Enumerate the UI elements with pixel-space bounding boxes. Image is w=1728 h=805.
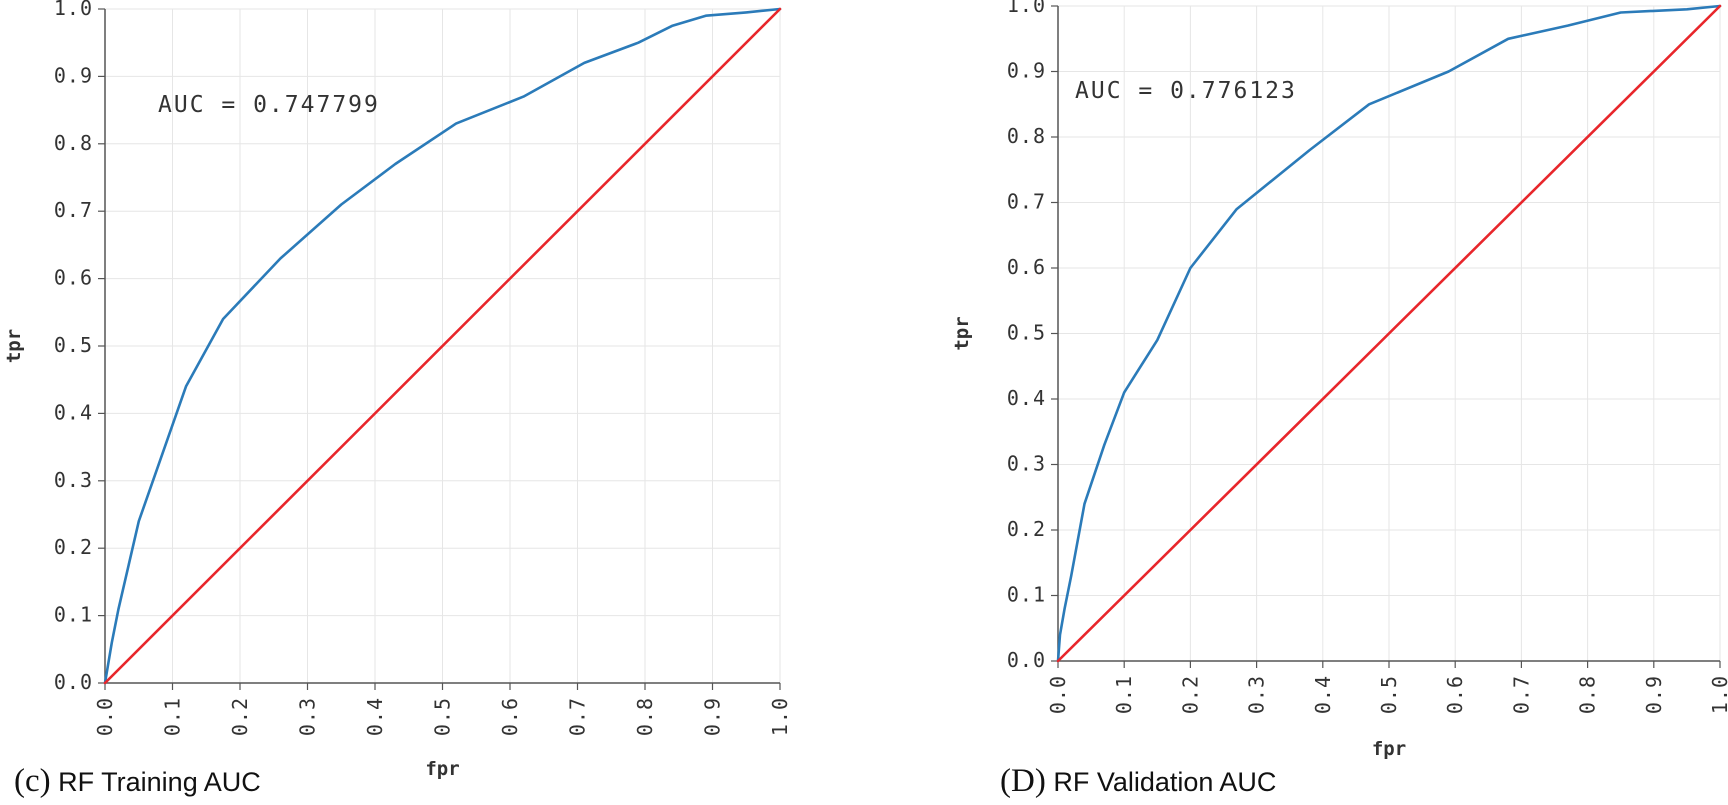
training-auc-annotation: AUC = 0.747799 (158, 92, 380, 118)
training-y-tick-label: 0.2 (54, 535, 93, 559)
training-y-tick-label: 1.0 (54, 0, 93, 20)
training-y-tick-label: 0.6 (54, 266, 93, 290)
validation-y-tick-label: 0.1 (1007, 583, 1046, 607)
validation-y-tick-label: 0.7 (1007, 190, 1046, 214)
validation-x-tick-label: 0.8 (1576, 675, 1600, 714)
validation-auc-annotation: AUC = 0.776123 (1075, 78, 1297, 104)
validation-roc-curve (1056, 4, 1722, 663)
training-y-tick-label: 0.4 (54, 400, 93, 424)
validation-x-tick-label: 0.7 (1509, 675, 1533, 714)
validation-x-tick-label: 0.4 (1311, 675, 1335, 714)
training-y-tick-label: 0.5 (54, 333, 93, 357)
training-x-tick-label: 0.8 (633, 697, 657, 736)
training-x-tick-label: 0.0 (93, 697, 117, 736)
training-y-tick-label: 0.8 (54, 131, 93, 155)
training-x-tick-label: 1.0 (768, 697, 792, 736)
validation-y-tick-label: 0.6 (1007, 255, 1046, 279)
chart-panel-validation: 0.0 0.1 0.2 0.3 0.4 0.5 0.6 0.7 0.8 0.9 1.0 0.0 0.1 0… (951, 0, 1728, 760)
training-x-tick-label: 0.7 (566, 697, 590, 736)
validation-y-axis-label: tpr (951, 316, 973, 350)
training-x-tick-label: 0.1 (161, 697, 185, 736)
validation-y-tick-label: 0.9 (1007, 59, 1046, 83)
training-roc-curve (103, 7, 782, 685)
validation-x-tick-label: 0.0 (1046, 675, 1070, 714)
validation-y-tick-label: 1.0 (1007, 0, 1046, 17)
validation-diagonal-reference-line (1056, 4, 1722, 663)
caption-training-text: RF Training AUC (58, 767, 261, 797)
training-x-axis-label: fpr (425, 758, 459, 780)
validation-x-tick-label: 0.6 (1443, 675, 1467, 714)
validation-x-tick-label: 0.1 (1112, 675, 1136, 714)
training-y-axis-label: tpr (3, 329, 25, 363)
validation-x-axis-label: fpr (1372, 738, 1406, 760)
training-x-tick-label: 0.5 (431, 697, 455, 736)
training-x-tick-label: 0.6 (498, 697, 522, 736)
caption-validation-letter: (D) (1000, 763, 1046, 799)
validation-x-tick-label: 1.0 (1708, 675, 1728, 714)
training-y-tick-label: 0.1 (54, 603, 93, 627)
validation-y-tick-label: 0.8 (1007, 124, 1046, 148)
validation-x-tick-label: 0.9 (1642, 675, 1666, 714)
training-y-tick-label: 0.9 (54, 63, 93, 87)
validation-y-tick-label: 0.0 (1007, 648, 1046, 672)
validation-x-tick-label: 0.5 (1377, 675, 1401, 714)
training-y-tick-label: 0.0 (54, 670, 93, 694)
chart-panel-training: 0.0 0.1 0.2 0.3 0.4 0.5 0.6 0.7 0.8 0.9 1.0 0.0 0.1 0… (3, 0, 792, 780)
caption-validation-text: RF Validation AUC (1053, 767, 1277, 797)
caption-training-letter: (c) (14, 763, 51, 799)
caption-training: (c) RF Training AUC (14, 763, 261, 800)
validation-x-tick-label: 0.2 (1178, 675, 1202, 714)
training-diagonal-reference-line (103, 7, 782, 685)
validation-y-tick-label: 0.5 (1007, 321, 1046, 345)
validation-y-tick-label: 0.3 (1007, 452, 1046, 476)
training-x-tick-label: 0.4 (363, 697, 387, 736)
validation-x-tick-label: 0.3 (1245, 675, 1269, 714)
training-x-tick-label: 0.2 (228, 697, 252, 736)
training-x-tick-label: 0.9 (701, 697, 725, 736)
training-x-tick-label: 0.3 (296, 697, 320, 736)
training-y-tick-label: 0.7 (54, 198, 93, 222)
caption-validation: (D) RF Validation AUC (1000, 763, 1276, 800)
validation-y-tick-label: 0.4 (1007, 386, 1046, 410)
validation-y-tick-label: 0.2 (1007, 517, 1046, 541)
training-y-tick-label: 0.3 (54, 468, 93, 492)
